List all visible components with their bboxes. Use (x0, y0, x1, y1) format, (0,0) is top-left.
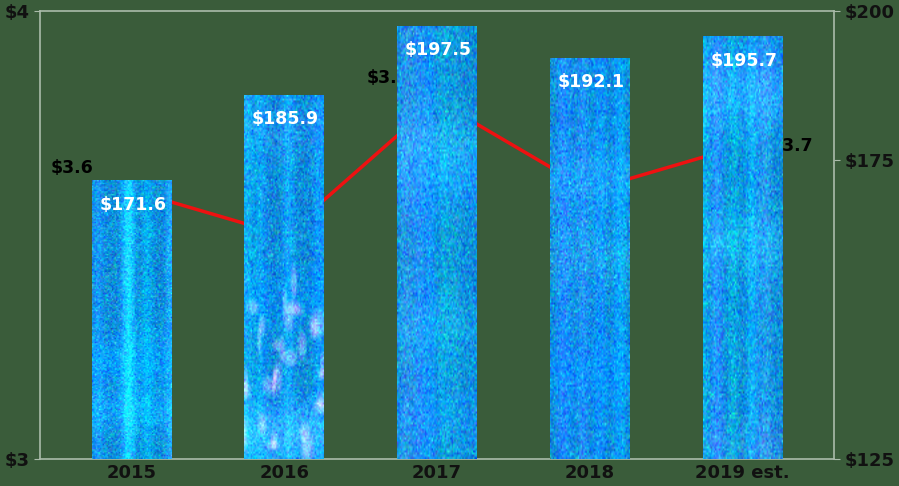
Text: $3.6: $3.6 (50, 159, 93, 177)
Text: $192.1: $192.1 (557, 73, 625, 91)
Text: $3.5: $3.5 (263, 258, 306, 276)
Text: $195.7: $195.7 (710, 52, 778, 70)
Text: $171.6: $171.6 (99, 196, 166, 214)
Text: $3.8: $3.8 (367, 69, 409, 87)
Text: $197.5: $197.5 (405, 41, 472, 59)
Text: $3.6: $3.6 (568, 217, 611, 235)
Text: $3.7: $3.7 (770, 137, 813, 155)
Text: $185.9: $185.9 (252, 110, 319, 128)
